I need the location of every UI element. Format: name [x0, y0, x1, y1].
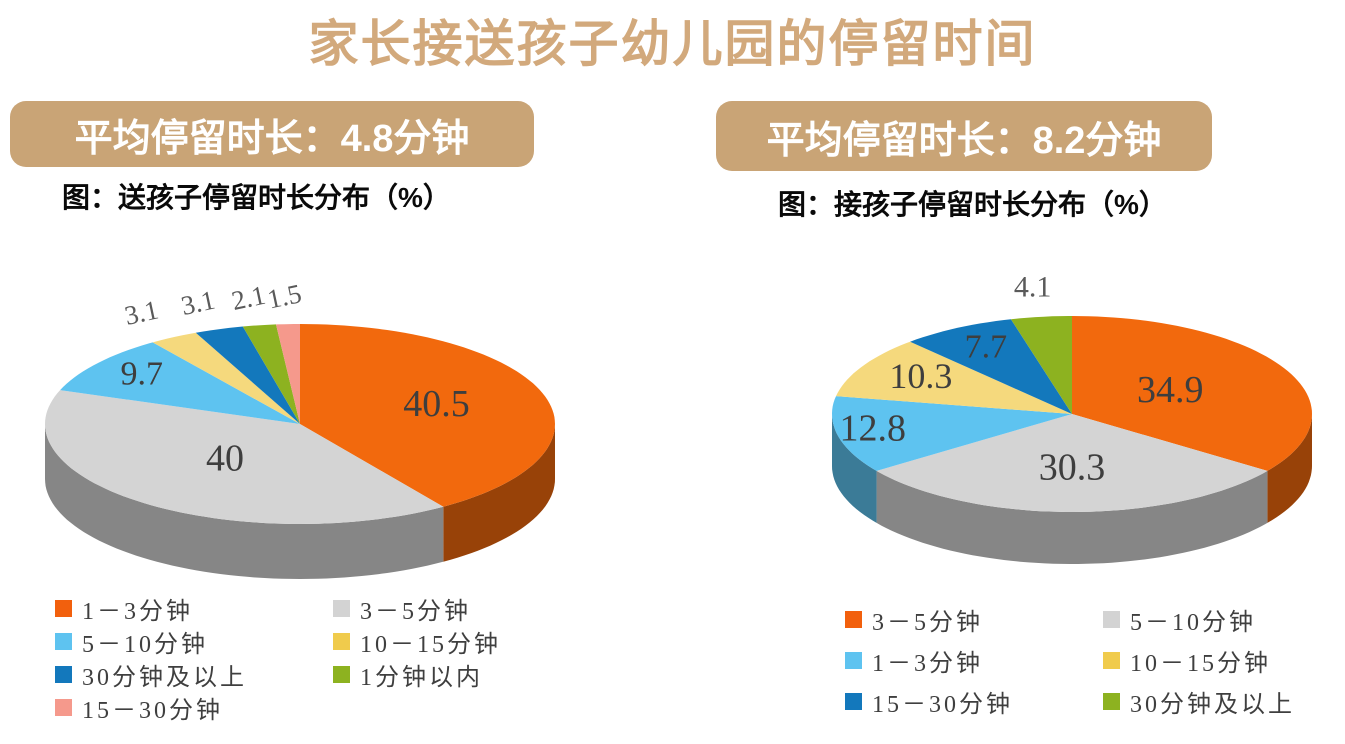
pie-chart-pickup: 34.9 30.3 12.8 10.3 7.74.1 [832, 270, 1312, 564]
legend-column: 3－5分钟 1－3分钟 15－30分钟 [845, 606, 1103, 729]
legend-label: 15－30分钟 [82, 697, 223, 724]
legend-item: 10－15分钟 [1103, 647, 1295, 677]
pie-slice-label: 10.3 [889, 356, 952, 396]
pie-slice-label: 7.7 [965, 328, 1008, 365]
legend-item: 15－30分钟 [845, 688, 1103, 718]
pie-slice [45, 390, 444, 524]
average-badge-pickup: 平均停留时长：8.2分钟 [716, 101, 1212, 171]
legend-pickup: 3－5分钟 1－3分钟 15－30分钟 5－10分钟 10－15分钟 30分钟及以上 [845, 606, 1295, 729]
pie-slice-label: 40.5 [403, 383, 470, 425]
legend-label: 1－3分钟 [82, 598, 193, 625]
pie-slice-label: 12.8 [840, 408, 907, 450]
pie-slice-label: 9.7 [120, 356, 163, 393]
legend-swatch [1103, 610, 1120, 628]
legend-swatch [333, 599, 350, 617]
legend-label: 30分钟及以上 [1130, 691, 1295, 718]
legend-dropoff: 1－3分钟 5－10分钟 30分钟及以上 15－30分钟 3－5分钟 10－15分钟 1分钟… [55, 596, 501, 728]
pie-slice-side [1267, 414, 1312, 523]
legend-column: 5－10分钟 10－15分钟 30分钟及以上 [1103, 606, 1295, 729]
legend-swatch [55, 599, 72, 617]
legend-item: 3－5分钟 [333, 596, 501, 625]
legend-label: 5－10分钟 [1130, 609, 1256, 636]
legend-item: 1－3分钟 [845, 647, 1103, 677]
legend-item: 5－10分钟 [55, 629, 333, 658]
pie-slice-label: 3.1 [122, 294, 161, 330]
legend-label: 10－15分钟 [360, 631, 501, 658]
legend-swatch [1103, 651, 1120, 669]
legend-label: 1分钟以内 [360, 664, 483, 691]
legend-swatch [333, 665, 350, 683]
legend-item: 10－15分钟 [333, 629, 501, 658]
pie-slice-side [876, 470, 1268, 564]
pie-slice-label: 4.1 [1014, 270, 1052, 303]
pie-slice [276, 324, 300, 424]
pie-slice-label: 3.1 [178, 285, 217, 321]
pie-slice [832, 396, 1072, 471]
legend-label: 10－15分钟 [1130, 650, 1271, 677]
pie-slice-label: 40 [206, 438, 244, 480]
legend-swatch [333, 632, 350, 650]
chart-caption-dropoff: 图：送孩子停留时长分布（%） [62, 182, 451, 213]
pie-slice [242, 324, 300, 424]
legend-label: 3－5分钟 [360, 598, 471, 625]
legend-label: 5－10分钟 [82, 631, 208, 658]
legend-item: 30分钟及以上 [55, 662, 333, 691]
legend-item: 1分钟以内 [333, 662, 501, 691]
average-badge-dropoff: 平均停留时长：4.8分钟 [10, 101, 534, 167]
pie-chart-dropoff: 40.5 40 9.7 3.1 3.1 2.11.5 [45, 278, 555, 579]
pie-slice [910, 319, 1072, 414]
legend-label: 15－30分钟 [872, 691, 1013, 718]
pie-slice [300, 324, 555, 507]
pie-slice [1072, 316, 1312, 471]
page-title: 家长接送孩子幼儿园的停留时间 [308, 16, 1037, 72]
pie-slice [836, 341, 1072, 414]
legend-item: 1－3分钟 [55, 596, 333, 625]
pie-slice-label: 30.3 [1039, 447, 1106, 489]
legend-swatch [55, 665, 72, 683]
pie-slice-side [443, 424, 555, 562]
legend-label: 1－3分钟 [872, 650, 983, 677]
legend-swatch [1103, 692, 1120, 710]
legend-swatch [845, 692, 862, 710]
legend-item: 5－10分钟 [1103, 606, 1295, 636]
pie-slice [876, 414, 1268, 512]
pie-slice-label: 2.1 [229, 280, 268, 316]
legend-item: 3－5分钟 [845, 606, 1103, 636]
legend-swatch [845, 651, 862, 669]
pie-slice [195, 326, 300, 424]
legend-label: 3－5分钟 [872, 609, 983, 636]
legend-column: 1－3分钟 5－10分钟 30分钟及以上 15－30分钟 [55, 596, 333, 728]
legend-swatch [845, 610, 862, 628]
pie-slice [152, 332, 300, 424]
legend-item: 30分钟及以上 [1103, 688, 1295, 718]
legend-column: 3－5分钟 10－15分钟 1分钟以内 [333, 596, 501, 728]
pie-slice-side [832, 414, 877, 523]
legend-item: 15－30分钟 [55, 695, 333, 724]
pie-slice-side [45, 424, 444, 579]
pie-slice-label: 34.9 [1137, 369, 1204, 411]
pie-slice [1010, 316, 1072, 414]
chart-caption-pickup: 图：接孩子停留时长分布（%） [778, 189, 1167, 220]
legend-swatch [55, 698, 72, 716]
pie-slice-label: 1.5 [265, 278, 304, 314]
pie-slice [60, 342, 300, 424]
legend-swatch [55, 632, 72, 650]
legend-label: 30分钟及以上 [82, 664, 247, 691]
